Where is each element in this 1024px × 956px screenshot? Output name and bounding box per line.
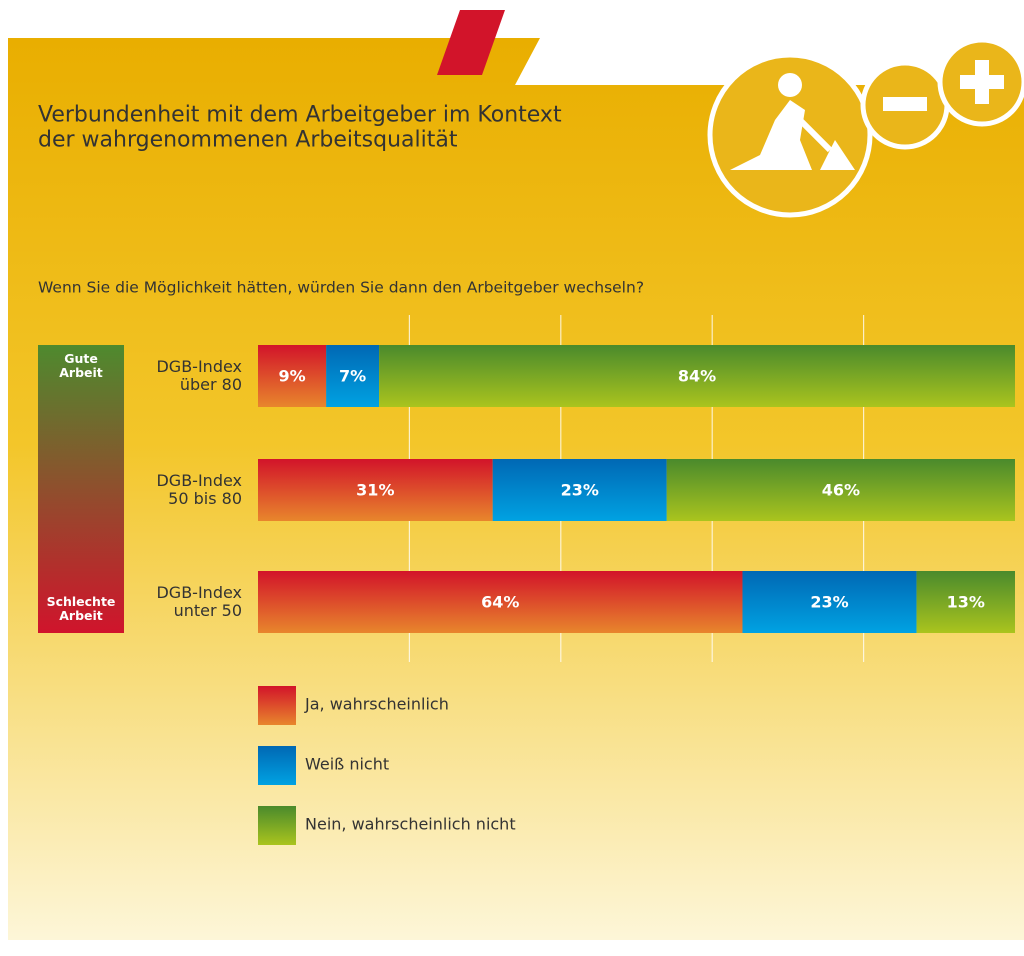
chart-subtitle: Wenn Sie die Möglichkeit hätten, würden … <box>38 279 644 297</box>
decor-stripe <box>437 10 505 75</box>
legend-label: Ja, wahrscheinlich <box>304 695 449 714</box>
scale-label: Schlechte Arbeit <box>47 593 116 622</box>
y-tick-label: DGB-Index über 80 <box>156 356 242 393</box>
bar-segment <box>258 571 743 633</box>
value-label: 84% <box>678 367 716 386</box>
icon <box>707 37 1024 218</box>
bar-segment <box>379 345 1015 407</box>
bar-segment <box>326 345 380 407</box>
y-tick-label: DGB-Index 50 bis 80 <box>156 470 242 507</box>
chart-title: Verbundenheit mit dem Arbeitgeber im Kon… <box>38 102 562 152</box>
legend-label: Nein, wahrscheinlich nicht <box>305 815 516 834</box>
bar-segment <box>666 459 1015 521</box>
value-label: 23% <box>810 593 848 612</box>
bar-segment <box>258 345 327 407</box>
value-label: 31% <box>356 481 394 500</box>
scale-label: Gute Arbeit <box>59 350 103 379</box>
bar-segment <box>492 459 667 521</box>
y-tick-label: DGB-Index unter 50 <box>156 582 242 619</box>
value-label: 46% <box>822 481 860 500</box>
value-label: 23% <box>561 481 599 500</box>
legend-label: Weiß nicht <box>305 755 389 774</box>
bar-segment <box>258 459 493 521</box>
value-label: 13% <box>947 593 985 612</box>
bar-segment <box>916 571 1015 633</box>
bar-segment <box>742 571 917 633</box>
value-label: 9% <box>278 367 305 386</box>
legend-swatch <box>258 806 296 845</box>
value-label: 7% <box>339 367 366 386</box>
legend-swatch <box>258 686 296 725</box>
quality-scale <box>38 345 124 633</box>
legend-swatch <box>258 746 296 785</box>
value-label: 64% <box>481 593 519 612</box>
